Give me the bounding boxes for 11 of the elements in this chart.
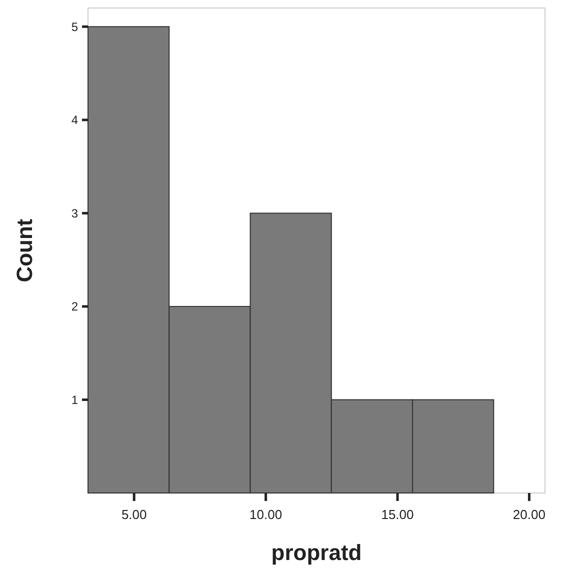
y-tick-label: 4	[71, 113, 78, 128]
y-tick-label: 1	[71, 392, 78, 407]
x-tick-label: 10.00	[250, 507, 282, 522]
y-tick-label: 3	[71, 206, 78, 220]
y-tick-label: 5	[71, 20, 78, 34]
y-tick-label: 2	[71, 300, 78, 314]
x-axis-title: propratd	[271, 540, 362, 565]
x-tick-label: 15.00	[381, 507, 414, 522]
x-tick-label: 5.00	[121, 507, 147, 522]
y-axis-title: Count	[12, 218, 37, 282]
x-tick-label: 20.00	[512, 507, 546, 522]
